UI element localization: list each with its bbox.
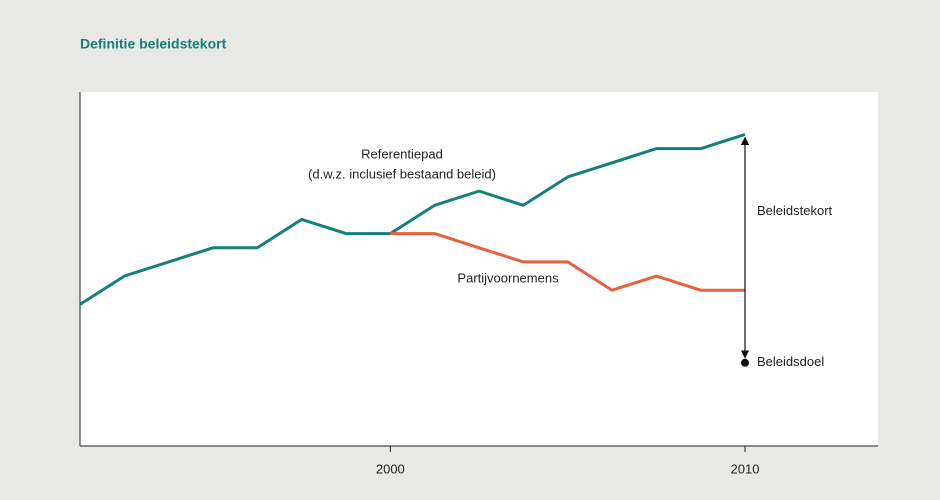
series-label: Partijvoornemens	[457, 270, 559, 285]
goal-point	[741, 358, 749, 367]
series-line	[390, 232, 745, 292]
series-line	[79, 133, 746, 306]
chart-title: Definitie beleidstekort	[80, 36, 227, 52]
gap-label: Beleidstekort	[757, 203, 833, 218]
plot-area	[80, 92, 878, 446]
series-note: (d.w.z. inclusief bestaand beleid)	[308, 166, 496, 181]
goal-label: Beleidsdoel	[757, 354, 824, 369]
series-label: Referentiepad	[361, 146, 443, 161]
x-tick-label: 2010	[731, 461, 760, 476]
x-tick-label: 2000	[376, 461, 405, 476]
